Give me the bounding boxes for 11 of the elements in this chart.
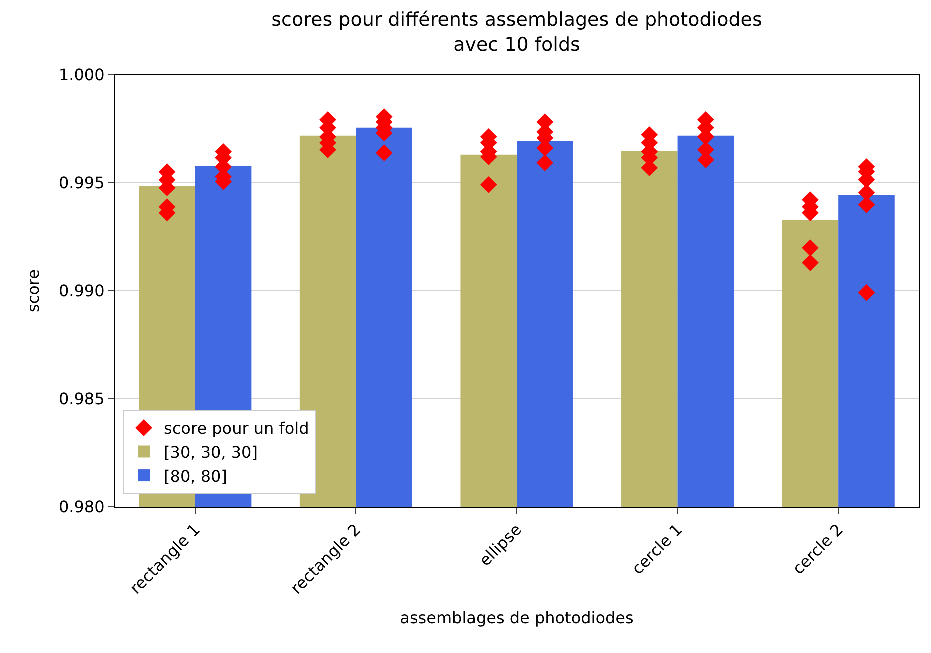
y-tick-label: 0.980 [58,498,105,517]
chart-title: scores pour différents assemblages de photodiodes avec 10 folds [272,9,762,56]
y-tick-label: 1.000 [58,66,105,85]
y-tick-label: 0.985 [58,390,105,409]
x-axis-title: assemblages de photodiodes [400,608,634,628]
y-axis-title: score [24,270,43,312]
legend-label: score pour un fold [164,419,310,438]
y-tick-label: 0.995 [58,174,105,193]
legend-label: [30, 30, 30] [164,442,258,462]
y-tick-label: 0.990 [58,282,105,301]
legend-label: [80, 80] [164,466,228,486]
